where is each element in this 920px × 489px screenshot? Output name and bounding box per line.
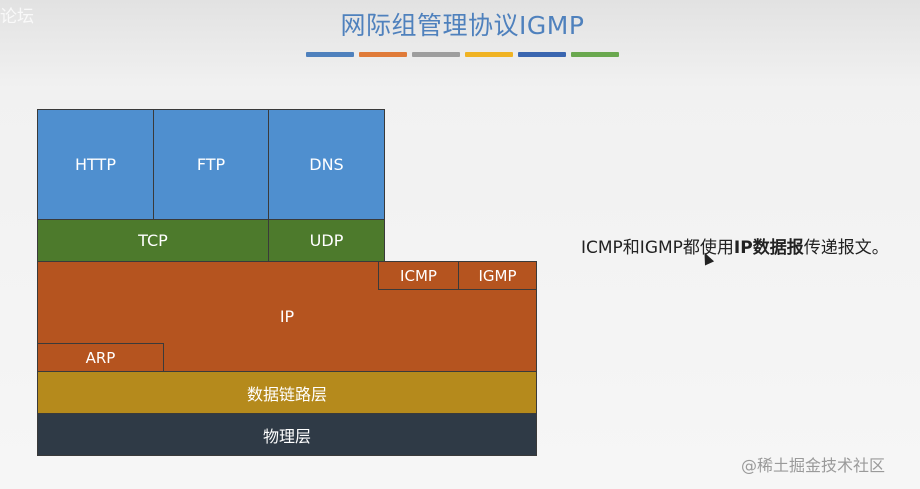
note-text: ICMP和IGMP都使用IP数据报传递报文。	[581, 233, 889, 258]
title-bar	[412, 52, 460, 57]
title-bar	[465, 52, 513, 57]
note-part: ICMP和IGMP都使用	[581, 238, 734, 258]
credit-watermark: @稀土掘金技术社区	[741, 456, 886, 475]
dns-block: DNS	[268, 109, 385, 220]
physical-block: 物理层	[37, 413, 537, 456]
icmp-block: ICMP	[378, 261, 459, 290]
igmp-block: IGMP	[458, 261, 537, 290]
title-bar	[359, 52, 407, 57]
note-part: 传递报文。	[803, 238, 889, 258]
title-bar	[518, 52, 566, 57]
http-block: HTTP	[37, 109, 154, 220]
title-bar	[306, 52, 354, 57]
datalink-block: 数据链路层	[37, 371, 537, 414]
slide-title: 网际组管理协议IGMP	[340, 11, 585, 40]
watermark: 论坛	[0, 7, 34, 27]
udp-block: UDP	[268, 219, 385, 262]
title-bar	[571, 52, 619, 57]
note-emphasis: IP数据报	[733, 238, 804, 258]
ftp-block: FTP	[153, 109, 269, 220]
tcp-block: TCP	[37, 219, 269, 262]
arp-block: ARP	[37, 343, 164, 372]
